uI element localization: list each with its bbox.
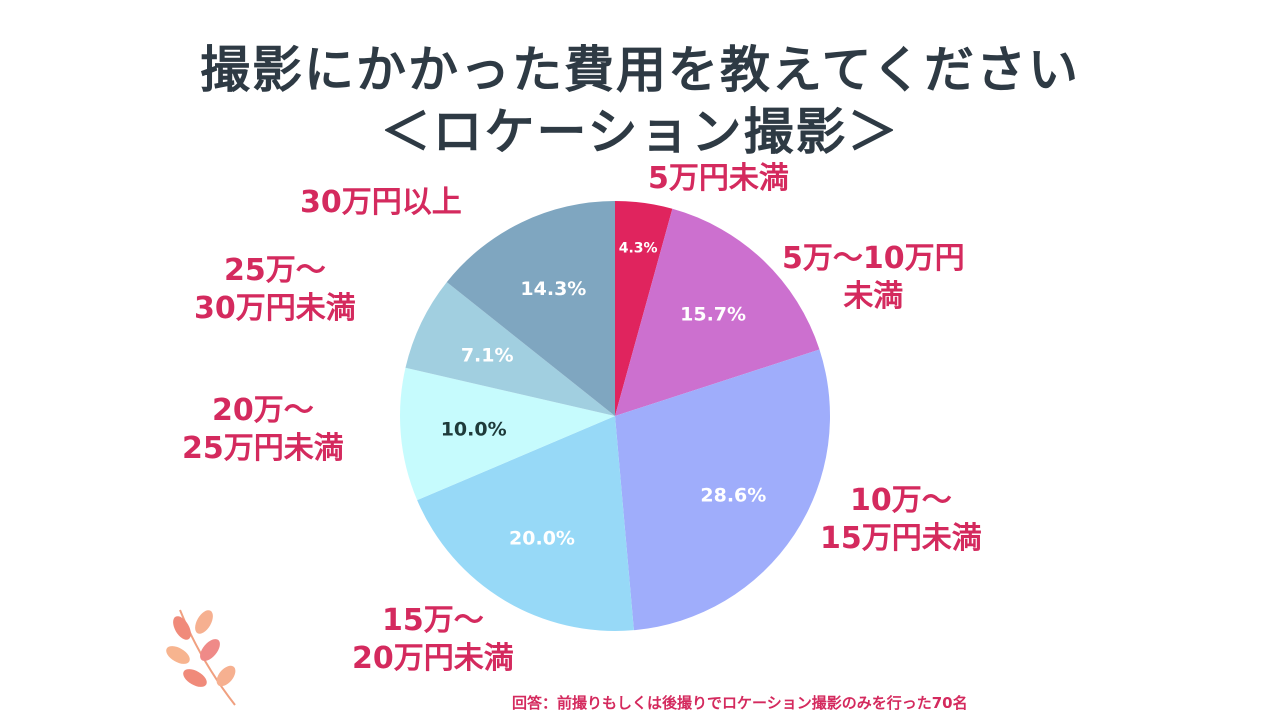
category-label-2: 10万～ 15万円未満 — [820, 483, 982, 556]
pie-slice-3 — [417, 416, 634, 631]
data-label-2: 28.6% — [700, 484, 766, 506]
category-label-5: 25万～ 30万円未満 — [194, 253, 356, 326]
category-label-3: 15万～ 20万円未満 — [352, 603, 514, 676]
category-label-0: 5万円未満 — [648, 161, 789, 196]
chart-title: 撮影にかかった費用を教えてください — [200, 41, 1080, 99]
pie-slice-4 — [400, 367, 615, 501]
footnote: 回答：前撮りもしくは後撮りでロケーション撮影のみを行った70名 — [512, 694, 968, 712]
data-label-6: 14.3% — [520, 278, 586, 300]
category-label-6: 30万円以上 — [300, 185, 462, 220]
category-label-4: 20万～ 25万円未満 — [182, 393, 344, 466]
pie-slice-5 — [405, 282, 615, 416]
leaf-decoration-icon — [166, 609, 236, 706]
data-label-3: 20.0% — [509, 528, 575, 550]
pie-slice-0 — [615, 201, 673, 416]
data-label-1: 15.7% — [680, 303, 746, 325]
data-label-0: 4.3% — [619, 241, 658, 257]
data-label-5: 7.1% — [461, 344, 514, 366]
pie-slice-1 — [615, 208, 820, 416]
pie-slice-6 — [446, 201, 615, 416]
chart-subtitle: ＜ロケーション撮影＞ — [380, 103, 900, 161]
data-label-4: 10.0% — [441, 418, 507, 440]
pie-slice-2 — [615, 349, 831, 631]
category-label-1: 5万～10万円 未満 — [782, 241, 965, 314]
